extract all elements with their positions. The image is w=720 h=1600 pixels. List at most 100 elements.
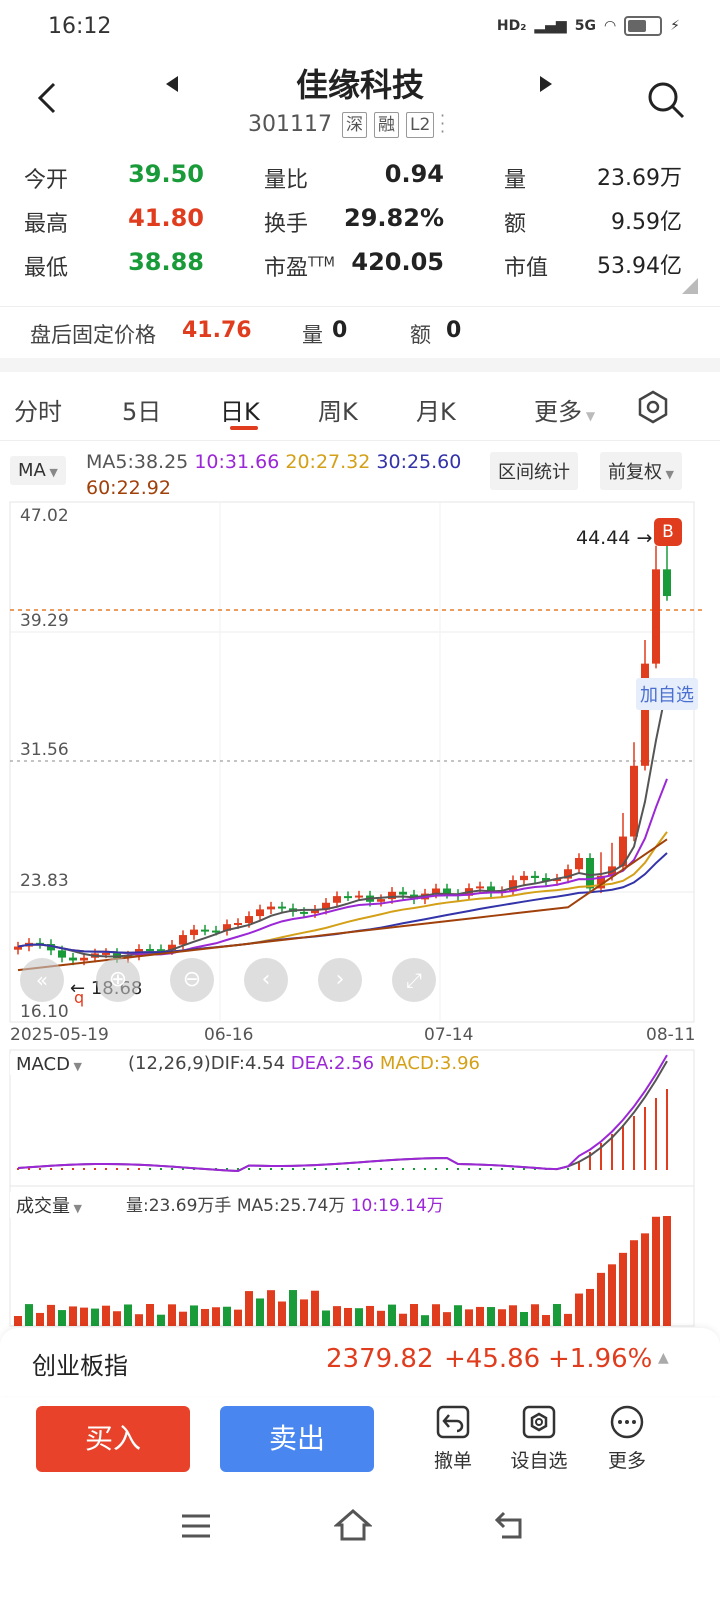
- macd-bar: [50, 1168, 52, 1170]
- volume-bar: [597, 1272, 605, 1326]
- adjust-selector[interactable]: 前复权 ▼: [600, 452, 682, 490]
- back-icon[interactable]: [28, 78, 68, 118]
- volume-bar: [157, 1314, 165, 1326]
- ma20-value: 20:27.32: [285, 451, 371, 473]
- cancel-order-button[interactable]: 撤单: [418, 1404, 488, 1473]
- mcap-label: 市值: [504, 256, 549, 281]
- volume-bar: [542, 1315, 550, 1326]
- ma5-line: [17, 686, 668, 958]
- macd-bar: [226, 1168, 228, 1170]
- macd-bar: [446, 1168, 448, 1170]
- macd-bar: [490, 1168, 492, 1170]
- active-tab-indicator: [230, 426, 258, 430]
- macd-bar: [380, 1168, 382, 1170]
- volume-bar: [179, 1311, 187, 1326]
- kline-chart[interactable]: [0, 500, 720, 1330]
- search-icon[interactable]: [646, 80, 686, 120]
- macd-bar: [270, 1168, 272, 1170]
- macd-bar: [303, 1168, 305, 1170]
- macd-bar: [501, 1168, 503, 1170]
- tab-monthly-k[interactable]: 月K: [416, 398, 456, 426]
- ma-selector[interactable]: MA ▼: [10, 456, 66, 485]
- candle-body: [652, 569, 660, 664]
- macd-bar: [611, 1134, 613, 1170]
- settings-hex-icon[interactable]: [636, 390, 670, 424]
- amount-label: 额: [504, 212, 527, 237]
- candle-body: [630, 765, 638, 837]
- volume-ma10: 10:19.14万: [350, 1196, 444, 1216]
- adjust-label: 前复权: [608, 462, 662, 483]
- home-icon[interactable]: [334, 1508, 372, 1542]
- add-watch-float[interactable]: 加自选: [636, 678, 698, 710]
- volume-bar: [47, 1304, 55, 1326]
- nav-back-icon[interactable]: [494, 1510, 526, 1540]
- tag-exchange: 深: [342, 112, 367, 138]
- volume-bar: [652, 1216, 660, 1326]
- tab-daily-k[interactable]: 日K: [220, 398, 260, 426]
- macd-values: (12,26,9)DIF:4.54 DEA:2.56 MACD:3.96: [128, 1053, 480, 1074]
- more-dots-icon[interactable]: · · ·: [440, 106, 446, 141]
- amount-value: 9.59亿: [611, 210, 682, 235]
- system-nav-bar: [0, 1490, 720, 1600]
- tab-more[interactable]: 更多 ▼: [534, 392, 595, 427]
- ma60-value: 60:22.92: [86, 477, 171, 499]
- macd-bar: [127, 1168, 129, 1170]
- buy-button[interactable]: 买入: [36, 1406, 190, 1472]
- rewind-icon[interactable]: «: [20, 958, 64, 1002]
- macd-dea: DEA:2.56: [290, 1053, 375, 1074]
- volume-bar: [553, 1304, 561, 1326]
- more-label: 更多: [607, 1450, 646, 1472]
- volume-selector[interactable]: 成交量 ▼: [10, 1190, 88, 1220]
- more-button[interactable]: 更多: [592, 1404, 662, 1473]
- tab-weekly-k[interactable]: 周K: [318, 398, 358, 426]
- candle-body: [223, 924, 231, 931]
- volume-bar: [487, 1307, 495, 1326]
- y-label: 39.29: [20, 611, 69, 631]
- macd-params: (12,26,9): [128, 1053, 211, 1074]
- high-marker-value: 44.44: [576, 527, 631, 549]
- menu-icon[interactable]: [180, 1512, 212, 1540]
- index-bar[interactable]: 创业板指 2379.82 +45.86 +1.96% ▲: [0, 1328, 720, 1396]
- candle-body: [443, 888, 451, 894]
- fullscreen-icon[interactable]: ⤢: [392, 958, 436, 1002]
- tab-5day[interactable]: 5日: [122, 398, 162, 426]
- candle-body: [201, 929, 209, 932]
- macd-bar: [94, 1168, 96, 1170]
- candle-body: [575, 857, 583, 870]
- macd-bar: [523, 1168, 525, 1170]
- volume-bar: [124, 1304, 132, 1326]
- macd-bar: [325, 1168, 327, 1170]
- expand-corner-icon[interactable]: [682, 278, 698, 294]
- candle-body: [80, 957, 88, 961]
- candles-group: [14, 545, 671, 966]
- macd-bar: [435, 1168, 437, 1170]
- volume-bar: [410, 1304, 418, 1326]
- tab-intraday[interactable]: 分时: [14, 398, 62, 426]
- pe-label: 市盈TTM: [264, 250, 335, 282]
- buy-signal-badge[interactable]: B: [654, 518, 682, 546]
- open-label: 今开: [24, 168, 69, 193]
- zoom-out-icon[interactable]: ⊖: [170, 958, 214, 1002]
- macd-bar: [39, 1168, 41, 1170]
- ma-values: MA5:38.25 10:31.66 20:27.32 30:25.60 60:…: [86, 449, 486, 501]
- volume-bar: [586, 1288, 594, 1326]
- volume-bar: [289, 1290, 297, 1326]
- zoom-in-icon[interactable]: ⊕: [96, 958, 140, 1002]
- volume-bar: [432, 1304, 440, 1326]
- scroll-left-icon[interactable]: ‹: [244, 958, 288, 1002]
- sell-button[interactable]: 卖出: [220, 1406, 374, 1472]
- macd-selector[interactable]: MACD ▼: [10, 1052, 88, 1077]
- chevron-up-icon[interactable]: ▲: [658, 1350, 669, 1366]
- prev-stock-icon[interactable]: [164, 74, 180, 94]
- next-stock-icon[interactable]: [538, 74, 554, 94]
- macd-bar: [567, 1168, 569, 1170]
- candle-body: [586, 857, 594, 889]
- scroll-right-icon[interactable]: ›: [318, 958, 362, 1002]
- volume-bar: [80, 1307, 88, 1326]
- range-stats-button[interactable]: 区间统计: [490, 452, 578, 490]
- x-label: 07-14: [424, 1025, 474, 1045]
- after-hours-bar: 盘后固定价格 41.76 量 0 额 0: [0, 306, 720, 359]
- set-watch-button[interactable]: 设自选: [504, 1404, 574, 1473]
- pe-sup: TTM: [308, 255, 335, 271]
- volume-bar: [234, 1309, 242, 1326]
